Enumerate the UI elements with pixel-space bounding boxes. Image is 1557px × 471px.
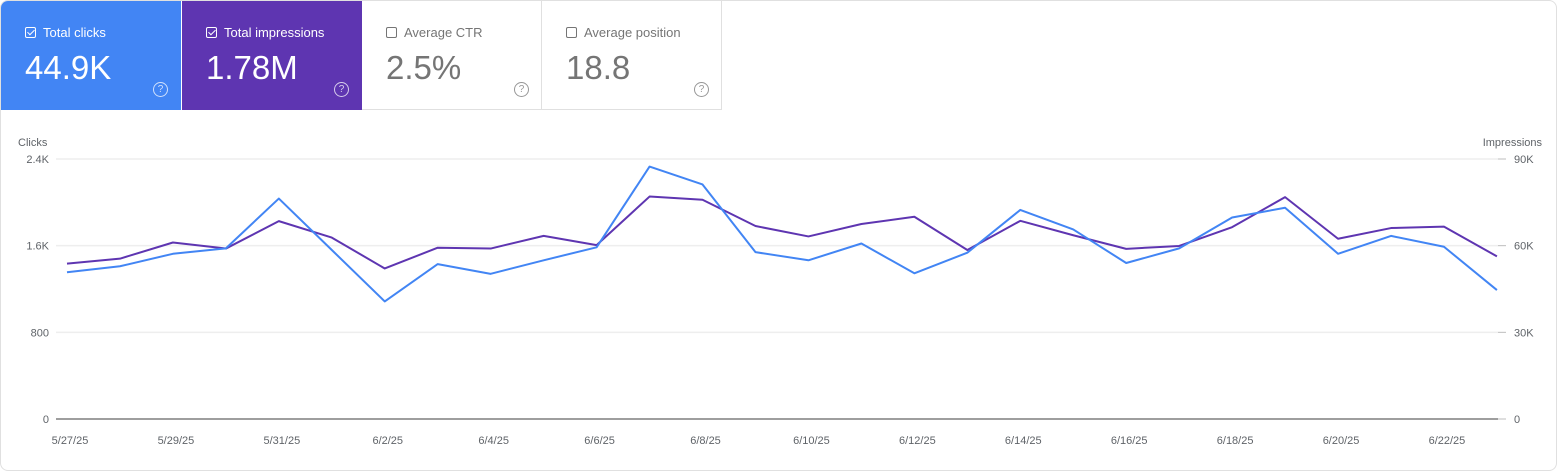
y-left-tick-label: 1.6K xyxy=(26,241,49,253)
y-right-axis-title: Impressions xyxy=(1483,137,1543,149)
metric-tile-total-clicks[interactable]: Total clicks 44.9K ? xyxy=(1,1,181,110)
metric-label: Average CTR xyxy=(404,25,483,40)
metric-tile-average-ctr[interactable]: Average CTR 2.5% ? xyxy=(362,1,542,110)
y-left-tick-label: 2.4K xyxy=(26,154,49,166)
x-tick-label: 5/27/25 xyxy=(52,435,89,447)
x-tick-label: 6/20/25 xyxy=(1323,435,1360,447)
help-icon[interactable]: ? xyxy=(334,82,349,97)
checkbox-checked-icon[interactable] xyxy=(206,27,217,38)
metric-label: Total clicks xyxy=(43,25,106,40)
checkbox-unchecked-icon[interactable] xyxy=(566,27,577,38)
metric-label: Average position xyxy=(584,25,681,40)
y-right-tick-label: 60K xyxy=(1514,241,1534,253)
x-tick-label: 6/2/25 xyxy=(372,435,403,447)
y-right-tick-label: 0 xyxy=(1514,414,1520,426)
x-tick-label: 6/18/25 xyxy=(1217,435,1254,447)
y-right-tick-label: 90K xyxy=(1514,154,1534,166)
checkbox-checked-icon[interactable] xyxy=(25,27,36,38)
x-tick-label: 6/22/25 xyxy=(1429,435,1466,447)
y-left-axis-title: Clicks xyxy=(18,137,48,149)
metric-label: Total impressions xyxy=(224,25,325,40)
metric-value: 1.78M xyxy=(206,49,298,86)
x-tick-label: 6/14/25 xyxy=(1005,435,1042,447)
checkbox-unchecked-icon[interactable] xyxy=(386,27,397,38)
x-tick-label: 6/6/25 xyxy=(584,435,615,447)
y-right-tick-label: 30K xyxy=(1514,327,1534,339)
metric-tile-average-position[interactable]: Average position 18.8 ? xyxy=(542,1,722,110)
help-icon[interactable]: ? xyxy=(514,82,529,97)
y-left-tick-label: 800 xyxy=(31,327,49,339)
metric-tile-total-impressions[interactable]: Total impressions 1.78M ? xyxy=(182,1,362,110)
help-icon[interactable]: ? xyxy=(694,82,709,97)
y-left-tick-label: 0 xyxy=(43,414,49,426)
x-tick-label: 6/4/25 xyxy=(478,435,509,447)
help-icon[interactable]: ? xyxy=(153,82,168,97)
metric-value: 18.8 xyxy=(566,49,631,86)
x-tick-label: 6/10/25 xyxy=(793,435,830,447)
x-tick-label: 6/12/25 xyxy=(899,435,936,447)
metric-value: 44.9K xyxy=(25,49,112,86)
x-tick-label: 6/16/25 xyxy=(1111,435,1148,447)
series-line-clicks xyxy=(66,165,1498,303)
metric-value: 2.5% xyxy=(386,49,462,86)
x-tick-label: 6/8/25 xyxy=(690,435,721,447)
x-tick-label: 5/29/25 xyxy=(158,435,195,447)
x-tick-label: 5/31/25 xyxy=(263,435,300,447)
